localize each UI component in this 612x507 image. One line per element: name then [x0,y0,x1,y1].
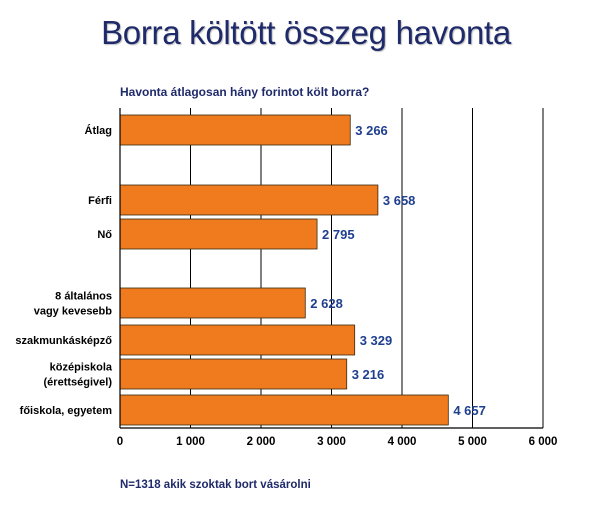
x-tick-label-6: 6 000 [529,436,558,448]
value-label-0: 3 266 [355,123,388,138]
category-label-3: 8 általános vagy kevesebb [34,291,113,318]
value-label-3: 2 628 [310,296,343,311]
value-label-2: 2 795 [322,227,355,242]
chart-title: Borra költött összeg havonta [101,14,511,51]
bar-0 [119,114,351,146]
x-tick-label-3: 3 000 [317,436,346,448]
bar-2 [119,218,318,250]
category-label-6: főiskola, egyetem [20,405,113,417]
category-label-4: szakmunkásképző [15,335,112,347]
value-label-5: 3 216 [352,367,385,382]
category-label-2: Nő [97,229,112,241]
bar-4 [119,324,356,356]
x-tick-label-4: 4 000 [388,436,417,448]
bar-5 [119,358,348,390]
x-tick-label-2: 2 000 [247,436,276,448]
category-label-0: Átlag [85,124,113,137]
value-label-6: 4 657 [453,403,486,418]
bar-6 [119,394,449,426]
bar-1 [119,184,379,216]
chart-subtitle: Havonta átlagosan hány forintot költ bor… [120,85,370,99]
x-tick-label-5: 5 000 [458,436,487,448]
x-tick-label-1: 1 000 [176,436,205,448]
label-layer: 3 266 3 658 2 795 2 628 3 329 3 216 4 657 0 1 00… [15,123,557,448]
category-label-5: középiskola (érettségivel) [44,362,113,389]
sample-size-note: N=1318 akik szoktak bort vásárolni [120,479,311,491]
value-label-4: 3 329 [360,333,393,348]
value-label-1: 3 658 [383,193,416,208]
bar-3 [119,287,306,319]
bar-layer [119,114,449,426]
axis-layer [119,108,543,429]
category-label-1: Férfi [88,195,112,207]
x-tick-label-0: 0 [117,436,123,448]
